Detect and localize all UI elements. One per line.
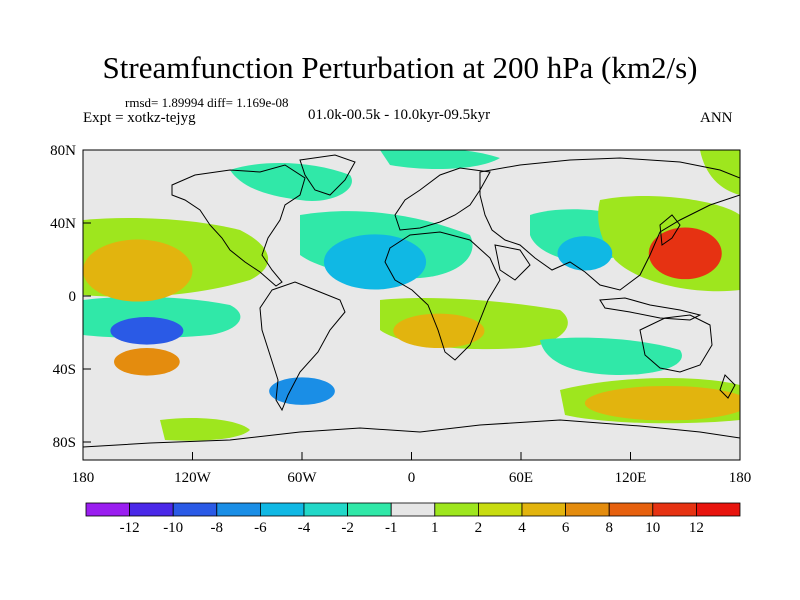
period-label: 01.0k-00.5k - 10.0kyr-09.5kyr	[308, 107, 491, 123]
lon-tick-label: 180	[72, 470, 95, 486]
chart-title: Streamfunction Perturbation at 200 hPa (…	[102, 50, 698, 85]
colorbar-label: -10	[163, 520, 183, 536]
colorbar-swatch	[652, 502, 697, 517]
anomaly-band	[700, 150, 740, 195]
coastline-arabia	[494, 244, 531, 281]
colorbar-label: -12	[120, 520, 140, 536]
colorbar-swatch	[172, 502, 218, 517]
coastline-greenland	[299, 154, 356, 196]
colorbar-label: 10	[645, 520, 660, 536]
colorbar-swatch	[565, 502, 610, 517]
lon-tick-label: 120W	[174, 470, 212, 486]
lat-tick-label: 80N	[50, 143, 76, 159]
colorbar-label: 8	[605, 520, 613, 536]
anomaly-patch	[323, 234, 427, 290]
anomaly-patch	[114, 348, 180, 376]
colorbar-label: -2	[341, 520, 354, 536]
colorbar-swatch	[129, 502, 174, 517]
colorbar-swatch	[696, 502, 741, 517]
lon-tick-label: 180	[729, 470, 752, 486]
colorbar-swatch	[521, 502, 566, 517]
colorbar-labels: -12 -10 -8 -6 -4 -2 -1 1 2 4 6 8 10 12	[120, 520, 704, 536]
lat-tick-label: 80S	[53, 435, 76, 451]
colorbar-label: -1	[385, 520, 398, 536]
anomaly-patch	[393, 313, 485, 349]
anomaly-patch	[648, 227, 722, 280]
anomaly-patch	[110, 317, 184, 345]
coastline-japan	[659, 214, 681, 246]
anomaly-band	[380, 150, 500, 170]
coastline-south-america	[259, 281, 346, 412]
colorbar-label: 6	[562, 520, 570, 536]
lat-tick-label: 0	[69, 289, 77, 305]
colorbar-label: -6	[254, 520, 267, 536]
lon-tick-label: 60E	[509, 470, 533, 486]
colorbar-swatch	[390, 502, 436, 517]
anomaly-patch	[83, 239, 193, 302]
colorbar-label: -4	[298, 520, 311, 536]
lon-tick-label: 60W	[287, 470, 317, 486]
coastline-asia	[479, 157, 740, 291]
anomaly-band	[230, 163, 352, 201]
anomaly-patch	[269, 377, 335, 405]
colorbar-label: 2	[475, 520, 483, 536]
coastline-australia	[639, 314, 713, 373]
colorbar-swatch	[303, 502, 348, 517]
coastline-africa	[384, 231, 501, 361]
colorbar-label: -8	[211, 520, 224, 536]
colorbar-swatch	[477, 502, 523, 517]
experiment-label: Expt = xotkz-tejyg	[83, 110, 196, 126]
lat-tick-label: 40N	[50, 216, 76, 232]
colorbar	[85, 502, 741, 517]
coastline-europe	[394, 167, 491, 231]
colorbar-swatch	[347, 502, 392, 517]
lat-tick-label: 40S	[53, 362, 76, 378]
coastline-new-zealand	[719, 374, 736, 399]
colorbar-swatch	[259, 502, 305, 517]
colorbar-swatch	[85, 502, 130, 517]
colorbar-swatch	[434, 502, 479, 517]
lat-tick-group: 80N 40N 0 40S 80S	[50, 143, 91, 451]
colorbar-swatch	[608, 502, 654, 517]
colorbar-label: 1	[431, 520, 439, 536]
lon-tick-group: 180 120W 60W 0 60E 120E 180	[72, 452, 752, 486]
lon-tick-label: 0	[408, 470, 416, 486]
colorbar-label: 12	[689, 520, 704, 536]
anomaly-patch	[557, 236, 613, 271]
colorbar-label: 4	[518, 520, 526, 536]
anomaly-band	[540, 337, 682, 375]
coastline-layer	[83, 154, 740, 448]
colorbar-swatch	[216, 502, 261, 517]
anomaly-patch	[584, 385, 740, 421]
coastline-antarctica	[83, 419, 740, 448]
stats-label: rmsd= 1.89994 diff= 1.169e-08	[125, 95, 289, 110]
anomaly-band	[160, 418, 250, 441]
coastline-north-america	[171, 164, 306, 287]
season-label: ANN	[700, 110, 733, 126]
lon-tick-label: 120E	[615, 470, 647, 486]
